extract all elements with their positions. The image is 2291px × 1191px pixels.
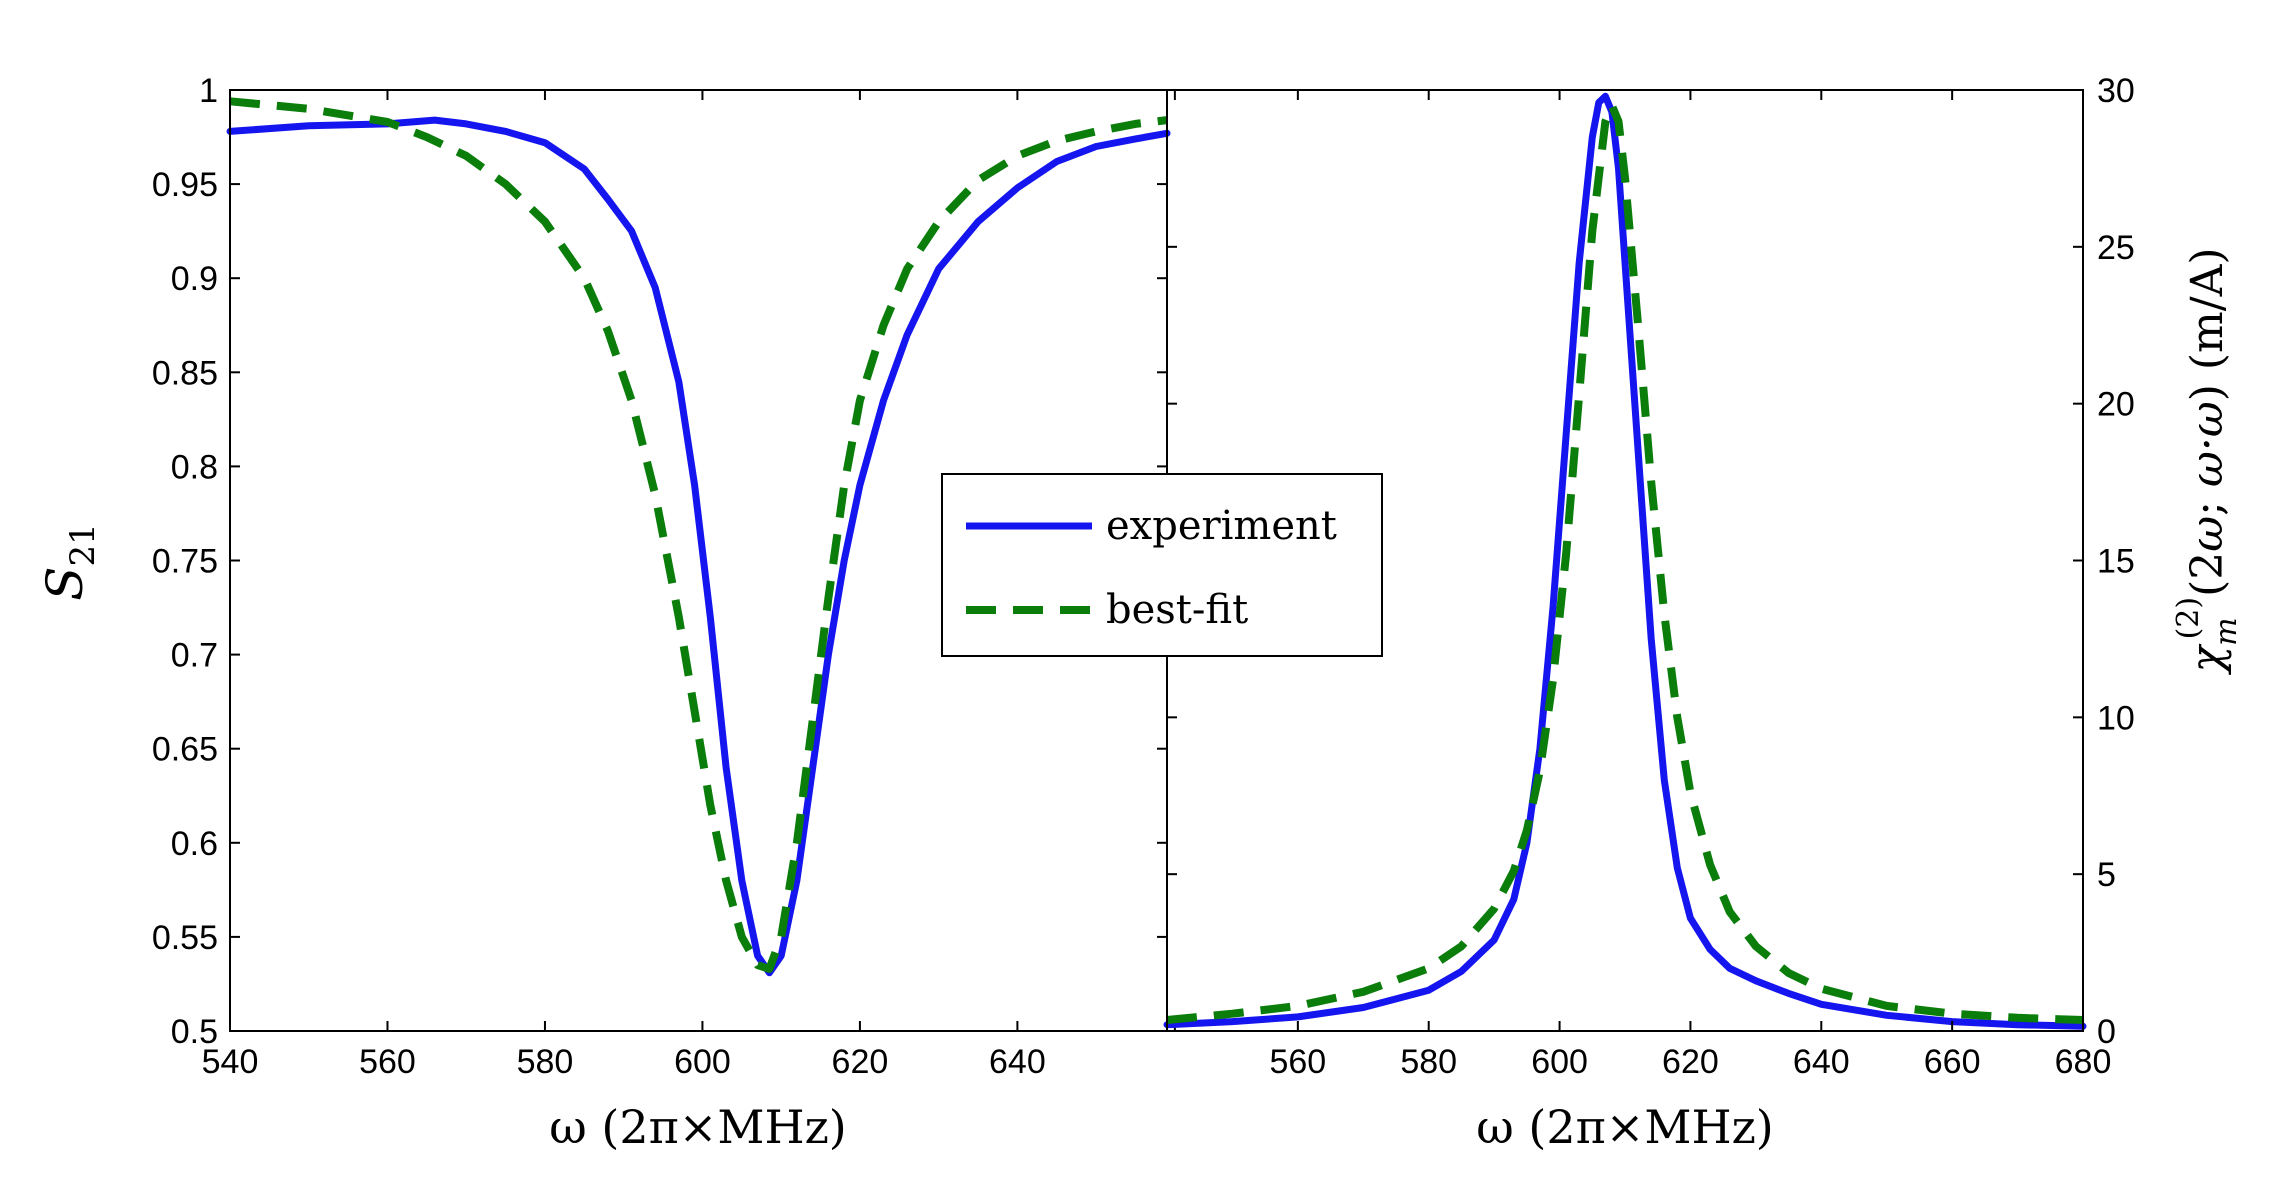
left-ytick-label: 0.9 (171, 260, 218, 298)
left-series-experiment (226, 116, 1171, 977)
right-xtick-label: 660 (1924, 1043, 1981, 1081)
left-ytick-label: 0.55 (152, 919, 218, 957)
right-ytick-label: 10 (2097, 699, 2135, 737)
left-ytick-label: 0.75 (152, 543, 218, 581)
right-ytick-label: 15 (2097, 543, 2135, 581)
left-series-best-fit (229, 97, 1168, 973)
left-plot-panel: 540 560 580 600 620 640 0.5 0.55 0.6 0.65 0.7 0.75 0… (36, 72, 1176, 1154)
left-xtick-label: 620 (832, 1043, 889, 1081)
left-x-axis-label: ω (2π×MHz) (549, 1100, 847, 1154)
right-x-axis-label: ω (2π×MHz) (1476, 1100, 1774, 1154)
left-ytick-label: 0.5 (171, 1013, 218, 1051)
left-y-axis-label: S21 (36, 523, 103, 601)
right-xtick-label: 620 (1662, 1043, 1719, 1081)
legend-label-best-fit: best-fit (1106, 587, 1248, 633)
left-xtick-label: 600 (674, 1043, 731, 1081)
left-ytick-label: 0.95 (152, 166, 218, 204)
left-ytick-label: 0.8 (171, 448, 218, 486)
right-series-best-fit (1166, 101, 2084, 1024)
legend-label-experiment: experiment (1106, 503, 1337, 549)
right-y-axis-label-sup: (2) (2171, 597, 2206, 640)
left-xtick-label: 580 (517, 1043, 574, 1081)
left-ytick-label: 0.85 (152, 354, 218, 392)
right-xtick-label: 560 (1269, 1043, 1326, 1081)
left-y-axis-label-sub: 21 (63, 523, 103, 566)
left-curves (226, 97, 1171, 977)
left-ytick-label: 0.6 (171, 825, 218, 863)
right-curves (1163, 92, 2087, 1030)
right-y-axis-label: χm(2)(2ω; ω·ω) (m/A) (2171, 247, 2244, 675)
right-xtick-label: 640 (1793, 1043, 1850, 1081)
left-xtick-label: 540 (202, 1043, 259, 1081)
right-y-axis-label-units: (m/A) (2182, 247, 2233, 370)
left-ytick-label: 1 (199, 72, 218, 110)
legend-box (941, 473, 1383, 657)
left-xtick-label: 640 (989, 1043, 1046, 1081)
right-ytick-label: 25 (2097, 229, 2135, 267)
right-y-axis-label-args: (2 (2182, 552, 2233, 597)
right-ytick-label: 30 (2097, 72, 2135, 110)
right-xtick-label: 600 (1531, 1043, 1588, 1081)
left-xtick-label: 560 (359, 1043, 416, 1081)
right-xtick-label: 580 (1400, 1043, 1457, 1081)
right-ytick-label: 0 (2097, 1013, 2116, 1051)
left-ytick-label: 0.7 (171, 637, 218, 675)
left-y-axis-label-main: S (36, 567, 94, 601)
right-y-axis-label-sub: m (2209, 617, 2244, 645)
right-xtick-label: 680 (2055, 1043, 2112, 1081)
left-ytick-label: 0.65 (152, 731, 218, 769)
right-ytick-label: 20 (2097, 386, 2135, 424)
left-tick-labels: 540 560 580 600 620 640 0.5 0.55 0.6 0.65 0.7 0.75 0… (152, 72, 1046, 1081)
legend: experiment best-fit (941, 473, 1383, 657)
right-y-axis-label-chi: χ (2182, 644, 2233, 676)
right-ytick-label: 5 (2097, 856, 2116, 894)
